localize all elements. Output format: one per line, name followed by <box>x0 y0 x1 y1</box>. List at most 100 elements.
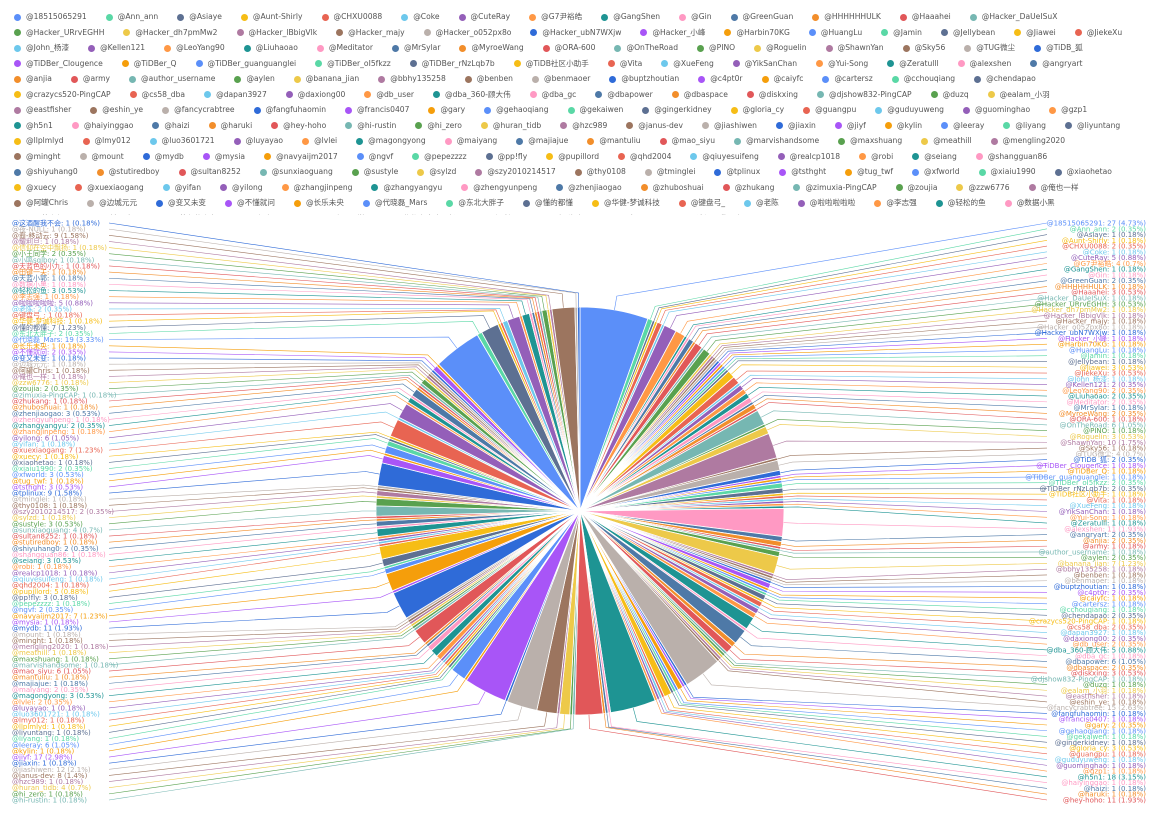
slice-label: @xiaiu1990: 2 (0.35%) <box>12 465 93 473</box>
legend-swatch <box>458 13 466 21</box>
legend-swatch <box>987 91 995 98</box>
slice-label: @TiDB_狐: 2 (0.35%) <box>1073 455 1146 464</box>
legend-swatch <box>744 199 751 207</box>
legend-label: @magongyong <box>368 136 426 145</box>
leader-line <box>782 534 1048 542</box>
legend-label: @长乐未央 <box>305 198 344 207</box>
legend-swatch <box>902 44 910 52</box>
slice-label: @guduyuweng: 1 (0.18%) <box>1055 756 1146 764</box>
slice-label: @18515065291: 27 (4.73%) <box>1047 220 1147 228</box>
slice-label: @diskxing: 3 (0.53%) <box>1071 670 1146 678</box>
legend-swatch <box>428 106 436 114</box>
legend-label: @mysia <box>214 151 246 161</box>
slice-label: @guangpu: 1 (0.18%) <box>1069 750 1146 758</box>
legend-swatch <box>964 44 972 52</box>
legend-label: @shiyuhang0 <box>26 167 78 176</box>
slice-label: @duzq: 1 (0.18%) <box>1083 681 1146 689</box>
legend-swatch <box>793 184 801 191</box>
leader-line <box>720 658 1048 697</box>
legend-label: @TiDBer_guanguanglei <box>207 58 297 68</box>
leader-line <box>687 274 1048 339</box>
legend-swatch <box>642 106 650 114</box>
legend-swatch <box>371 184 379 191</box>
legend-swatch <box>530 29 538 36</box>
legend-label: @leeray <box>953 120 985 130</box>
legend-swatch <box>956 184 964 191</box>
legend-swatch <box>259 168 267 176</box>
leader-line <box>108 660 442 709</box>
leader-line <box>108 302 514 319</box>
leader-line <box>108 364 429 375</box>
slice-label: @navyaijm2017: 7 (1.23%) <box>12 612 108 620</box>
slice-label: @Meditator: 2 (0.35%) <box>1066 398 1146 406</box>
slice-label: @cchouqiang: 1 (0.18%) <box>1060 606 1147 614</box>
slice-label: @zhengyunpeng: 1 (0.18%) <box>12 416 110 424</box>
legend-swatch <box>415 122 423 129</box>
leader-line <box>108 345 438 366</box>
legend-label: @GreenGuan <box>742 12 794 21</box>
legend-label: @啦啦啦啦啦 <box>809 198 856 207</box>
legend-label: @Jiawei <box>1026 27 1056 37</box>
leader-line <box>685 685 1048 714</box>
slice-label: @HuangLu: 1 (0.18%) <box>1069 346 1146 354</box>
slice-label: @crazycs520-PingCAP: 1 (0.18%) <box>1029 618 1146 626</box>
legend-swatch <box>336 29 344 36</box>
legend-swatch <box>730 13 738 21</box>
slice-label: @dapan3927: 1 (0.18%) <box>1060 629 1146 637</box>
legend-swatch <box>225 199 233 207</box>
legend-swatch <box>574 168 582 176</box>
legend-swatch <box>459 44 467 52</box>
slice-label: @俺也一样: 1 (0.18%) <box>12 372 86 381</box>
legend-label: @裔-移动云 <box>549 212 590 216</box>
leader-line <box>108 621 409 641</box>
legend-swatch <box>14 137 21 145</box>
slice-label: @meathill: 1 (0.18%) <box>12 649 87 657</box>
slice-label: @author_username: 1 (0.18%) <box>1038 548 1146 556</box>
leader-line <box>108 501 377 525</box>
legend-swatch <box>121 60 129 67</box>
legend-swatch <box>75 184 83 191</box>
leader-line <box>108 395 408 432</box>
legend-swatch <box>891 75 899 83</box>
slice-label: @guominghao: 1 (0.18%) <box>1056 762 1146 770</box>
leader-line <box>722 656 1048 691</box>
legend-swatch <box>204 91 212 98</box>
leader-line <box>108 495 377 518</box>
legend-swatch <box>14 153 21 160</box>
legend-swatch <box>779 168 787 176</box>
slice-label: @zhangyangyu: 2 (0.35%) <box>12 422 105 430</box>
slice-label: @haruki: 1 (0.18%) <box>1078 791 1146 799</box>
legend-label: @guduyuweng <box>887 105 944 114</box>
slice-label: @Hacker_lBbigVlk: 1 (0.18%) <box>1044 312 1146 320</box>
leader-line <box>108 383 415 414</box>
legend-label: @aylen <box>246 74 275 83</box>
legend-label: @gary <box>440 105 466 114</box>
leader-line <box>783 522 1048 530</box>
slice-label: @Hacker_o052px8o: 1 (0.18%) <box>1037 323 1146 331</box>
legend-label: @dbapower <box>607 89 653 99</box>
slice-label: @Yui-Song: 1 (0.18%) <box>1070 514 1146 522</box>
slice-label: @Haaahei: 3 (0.53%) <box>1071 289 1146 297</box>
slice-label: @HHHHHHULK: 1 (0.18%) <box>1055 283 1146 291</box>
slice-label: @tminglei: 1 (0.18%) <box>12 496 87 504</box>
legend-swatch <box>775 122 783 129</box>
legend-swatch <box>697 44 705 52</box>
legend-swatch <box>816 60 824 67</box>
slice-label: @TiDBer_Clougence: 1 (0.18%) <box>1036 462 1146 470</box>
slice-label: @qiuyesuifeng: 1 (0.18%) <box>12 576 103 584</box>
leader-line <box>108 310 500 324</box>
legend-label: @pepezzzz <box>424 151 467 161</box>
slice-label: @hi_zero: 1 (0.18%) <box>12 790 83 798</box>
legend-label: @benmaoer <box>543 74 591 83</box>
legend-label: @buptzhoutian <box>621 74 680 83</box>
leader-line <box>702 297 1048 349</box>
slice-label: @magongyong: 3 (0.53%) <box>12 692 104 700</box>
leader-line <box>108 663 446 721</box>
leader-line <box>108 241 551 310</box>
legend-label: @dapan3927 <box>216 89 267 99</box>
legend-label: @luo3601721 <box>161 136 215 145</box>
slice-label: @janus-dev: 8 (1.4%) <box>12 772 88 780</box>
legend-label: @Asiaye <box>189 12 222 21</box>
leader-line <box>754 398 1048 414</box>
slice-label: @李志强: 1 (0.18%) <box>12 292 79 301</box>
